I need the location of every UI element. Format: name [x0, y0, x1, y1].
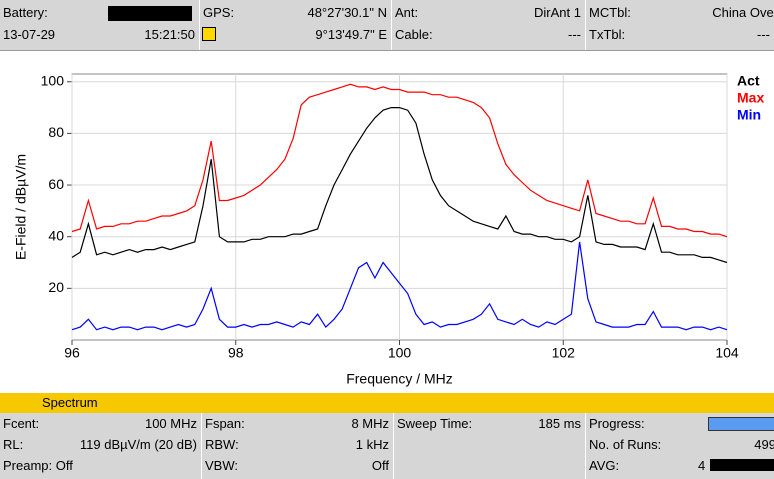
battery-cell: Battery: 13-07-29 15:21:50 [0, 0, 200, 50]
legend-entry: Act [737, 73, 760, 89]
status-bar: Battery: 13-07-29 15:21:50 GPS: 48°27'30.1… [0, 0, 774, 51]
latitude: 48°27'30.1" N [307, 5, 387, 20]
longitude: 9°13'49.7" E [315, 27, 387, 42]
value: 8 MHz [351, 416, 389, 431]
x-tick-label: 104 [715, 345, 739, 361]
label: MCTbl: [589, 5, 631, 20]
label: Battery: [3, 5, 48, 20]
label: RBW: [205, 437, 239, 452]
x-tick-label: 96 [64, 345, 80, 361]
cell: Fspan: 8 MHz RBW: 1 kHz VBW: Off [202, 413, 394, 479]
cable: --- [568, 27, 581, 42]
cell: Fcent: 100 MHz RL: 119 dBµV/m (20 dB) Prea… [0, 413, 202, 479]
gps-icon [202, 27, 216, 41]
y-tick-label: 100 [41, 72, 65, 88]
label: Fcent: [3, 416, 40, 431]
legend-entry: Max [737, 90, 764, 106]
cell: Sweep Time: 185 ms [394, 413, 586, 479]
label: Ant: [395, 5, 419, 20]
value: 499 [754, 437, 774, 452]
x-axis-title: Frequency / MHz [346, 371, 453, 387]
label: AVG: [589, 458, 620, 473]
label: Cable: [395, 27, 433, 42]
label: TxTbl: [589, 27, 626, 42]
trace [71, 107, 728, 264]
label: Progress: [589, 416, 645, 431]
trace [71, 241, 728, 331]
label: GPS: [203, 5, 235, 20]
value: 185 ms [538, 416, 581, 431]
avg-bar [710, 459, 774, 471]
battery-bar [108, 6, 192, 21]
tab[interactable]: Spectrum [42, 395, 98, 410]
value: 1 kHz [355, 437, 389, 452]
x-tick-label: 98 [228, 345, 244, 361]
tab-bar: Spectrum [0, 393, 774, 413]
txtbl: --- [757, 27, 770, 42]
y-tick-label: 20 [48, 279, 64, 295]
trace [71, 83, 728, 238]
y-tick-label: 60 [48, 176, 64, 192]
value: Off [371, 458, 389, 473]
date: 13-07-29 [3, 27, 56, 42]
table-cell: MCTbl: China Over TxTbl: --- [586, 0, 774, 50]
y-tick-label: 40 [48, 227, 64, 243]
gps-cell: GPS: 48°27'30.1" N 9°13'49.7" E [200, 0, 392, 50]
y-axis-title: E-Field / dBµV/m [13, 154, 29, 260]
label: RL: [3, 437, 24, 452]
x-tick-label: 100 [388, 345, 412, 361]
progress-bar [708, 417, 774, 431]
label: Fspan: [205, 416, 245, 431]
antenna: DirAnt 1 [534, 5, 581, 20]
time: 15:21:50 [144, 27, 195, 42]
y-tick-label: 80 [48, 124, 64, 140]
x-tick-label: 102 [552, 345, 576, 361]
legend-entry: Min [737, 107, 761, 123]
settings-panel: Fcent: 100 MHz RL: 119 dBµV/m (20 dB) Prea… [0, 413, 774, 479]
value: 4 [698, 458, 706, 473]
cell: Progress: No. of Runs: 499 AVG: 4 [586, 413, 774, 479]
label: No. of Runs: [589, 437, 662, 452]
label: Sweep Time: [397, 416, 473, 431]
value: 100 MHz [144, 416, 197, 431]
label: VBW: [205, 458, 238, 473]
chart: Frequency / MHz E-Field / dBµV/m 20 40 60 8… [13, 72, 765, 387]
antenna-cell: Ant: DirAnt 1 Cable: --- [392, 0, 586, 50]
mctbl: China Over [712, 5, 774, 20]
value: 119 dBµV/m (20 dB) [79, 437, 197, 452]
label: Preamp: Off [3, 458, 73, 473]
